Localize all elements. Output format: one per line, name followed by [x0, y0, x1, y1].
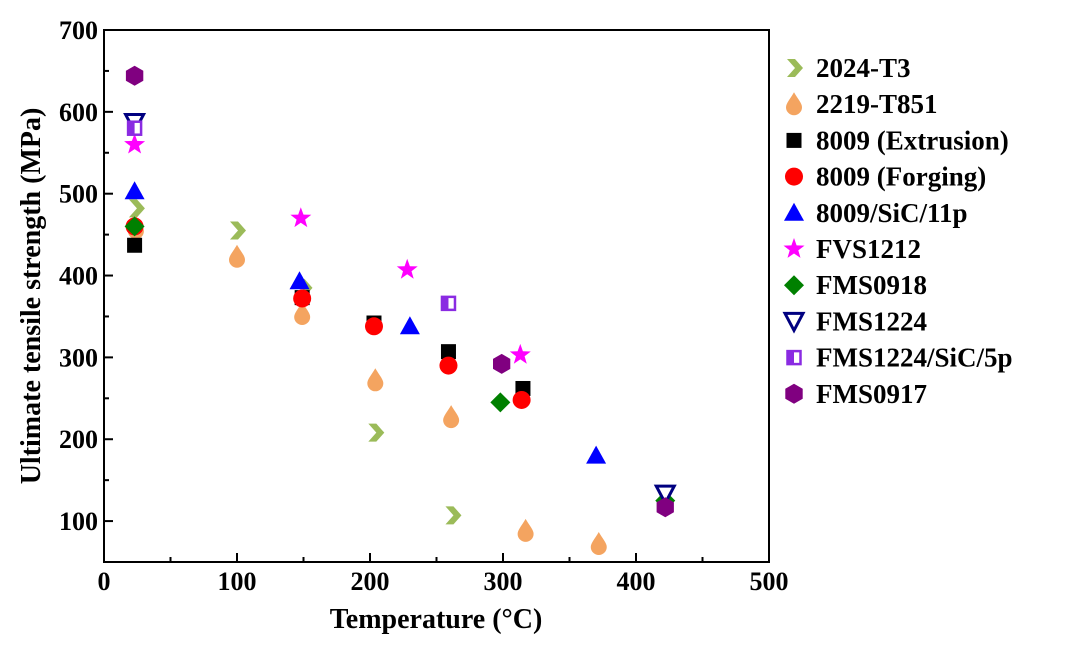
legend-item: FMS0918 — [784, 270, 927, 300]
data-point — [493, 353, 511, 374]
legend-item: 2219-T851 — [786, 89, 938, 119]
data-point — [445, 506, 462, 525]
legend-marker — [782, 311, 806, 334]
legend-label: FMS1224/SiC/5p — [816, 343, 1013, 373]
data-point — [126, 120, 143, 136]
data-point — [124, 181, 145, 200]
data-point — [653, 484, 677, 507]
legend-marker — [786, 349, 802, 366]
data-point — [440, 344, 456, 360]
legend-marker — [784, 275, 804, 296]
data-point — [124, 133, 146, 154]
legend-item: 8009 (Forging) — [785, 162, 986, 192]
data-point — [490, 392, 511, 413]
data-point — [656, 497, 674, 518]
legend-label: 8009 (Forging) — [816, 162, 986, 192]
legend-label: 8009/SiC/11p — [816, 198, 968, 228]
legend-label: 2024-T3 — [816, 53, 911, 83]
x-tick-label: 300 — [484, 567, 523, 596]
data-point — [124, 216, 145, 237]
data-point — [586, 445, 607, 464]
legend-item: FVS1212 — [783, 234, 921, 264]
data-point — [290, 207, 312, 228]
y-tick-label: 100 — [59, 507, 98, 536]
legend-label: 2219-T851 — [816, 89, 938, 119]
data-point — [125, 65, 144, 86]
x-tick-label: 200 — [351, 567, 390, 596]
axis-tick-labels: 0 100 200 300 400 500 100 200 300 400 500 600 700 — [59, 16, 789, 596]
data-point — [517, 518, 534, 542]
data-point — [367, 368, 384, 392]
data-point — [127, 237, 143, 253]
legend-label: FMS0918 — [816, 270, 927, 300]
data-point — [364, 317, 383, 336]
axis-ticks — [103, 29, 770, 562]
legend-label: FMS0917 — [816, 379, 927, 409]
legend-label: FMS1224 — [816, 306, 927, 336]
data-point — [289, 271, 310, 290]
legend-label: 8009 (Extrusion) — [816, 125, 1009, 155]
y-tick-label: 300 — [59, 343, 98, 372]
legend-marker — [784, 202, 804, 221]
data-point — [439, 356, 458, 375]
data-point — [293, 289, 312, 308]
x-axis-title: Temperature (°C) — [330, 604, 543, 635]
x-tick-label: 0 — [98, 567, 111, 596]
legend-item: 8009 (Extrusion) — [786, 125, 1009, 155]
data-point — [440, 295, 457, 312]
legend: 2024-T3 2219-T851 8009 (Extrusion) 8009 (Fo… — [782, 53, 1013, 409]
y-tick-label: 400 — [59, 262, 98, 291]
data-point — [396, 258, 418, 279]
legend-marker — [786, 132, 802, 148]
legend-item: 8009/SiC/11p — [784, 198, 968, 228]
data-point — [229, 244, 245, 268]
data-point — [128, 199, 145, 218]
legend-label: FVS1212 — [816, 234, 921, 264]
y-tick-label: 200 — [59, 425, 98, 454]
data-point — [230, 221, 246, 240]
x-tick-label: 500 — [750, 567, 789, 596]
data-point — [509, 343, 531, 364]
legend-item: FMS0917 — [785, 379, 927, 409]
legend-marker — [783, 238, 805, 258]
y-axis-title: Ultimate tensile strength (MPa) — [16, 108, 47, 485]
y-tick-label: 700 — [59, 16, 98, 45]
data-point — [443, 405, 460, 429]
data-point — [590, 531, 607, 555]
legend-marker — [786, 92, 802, 116]
data-point — [399, 316, 420, 335]
data-point — [368, 423, 385, 442]
legend-marker — [785, 167, 803, 186]
legend-marker — [785, 383, 803, 404]
data-points — [123, 65, 677, 555]
x-tick-label: 100 — [218, 567, 257, 596]
legend-item: FMS1224/SiC/5p — [786, 343, 1013, 373]
legend-item: FMS1224 — [782, 306, 927, 336]
y-tick-label: 600 — [59, 98, 98, 127]
x-tick-label: 400 — [617, 567, 656, 596]
data-point — [294, 302, 311, 326]
y-tick-label: 500 — [59, 180, 98, 209]
legend-marker — [787, 59, 803, 77]
plot-frame — [103, 29, 770, 563]
legend-item: 2024-T3 — [787, 53, 911, 83]
data-point — [512, 390, 531, 409]
